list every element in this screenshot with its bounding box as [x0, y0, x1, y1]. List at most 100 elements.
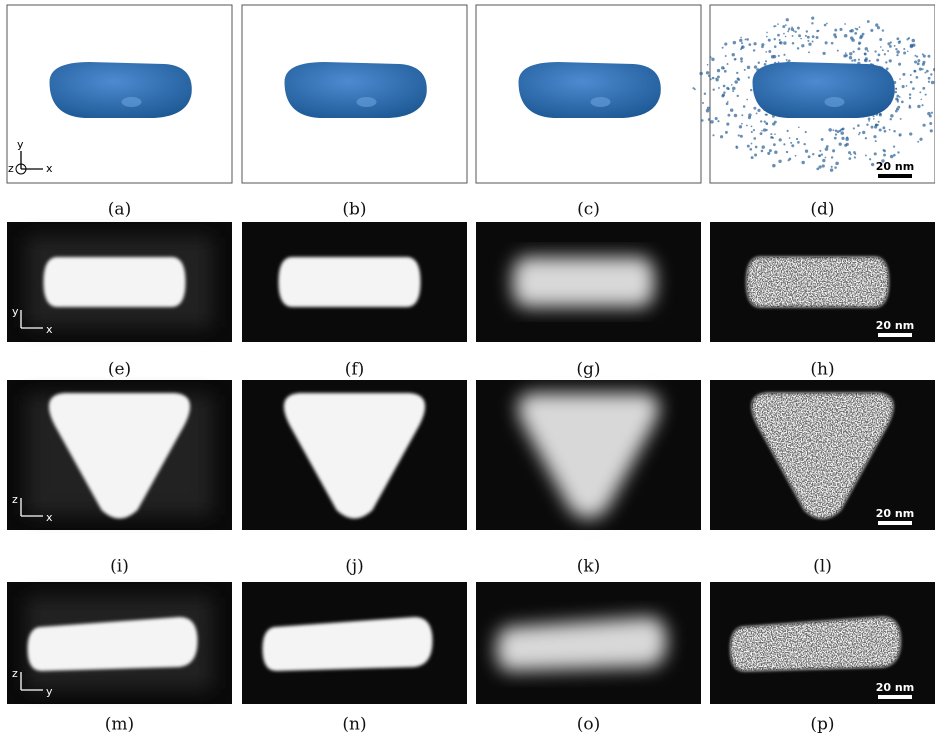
speckle [798, 34, 801, 37]
scale-bar-label: 20 nm [876, 681, 914, 694]
scale-bar [878, 695, 912, 699]
scale-bar-label: 20 nm [876, 319, 914, 332]
speckle [812, 153, 814, 155]
speckle [753, 42, 756, 45]
panel: (d)20 nm [692, 5, 935, 220]
speckle [702, 102, 704, 104]
speckle [910, 81, 913, 84]
speckle [896, 108, 899, 111]
speckle [738, 134, 740, 136]
speckle [893, 146, 895, 148]
scale-bar-label: 20 nm [876, 160, 914, 173]
panel-label: (c) [577, 200, 600, 220]
speckle [788, 59, 791, 62]
speckle [857, 124, 860, 127]
speckle [798, 126, 800, 128]
speckle [761, 43, 764, 46]
speckle [811, 22, 813, 24]
speckle [910, 45, 914, 49]
speckle [737, 77, 740, 80]
speckle [747, 66, 750, 69]
speckle [783, 41, 786, 44]
panel: (m)zy [7, 582, 232, 735]
speckle [777, 23, 779, 25]
speckle [921, 104, 923, 106]
speckle [825, 147, 829, 151]
speckle [774, 45, 777, 48]
panel: (l)20 nm [710, 380, 935, 577]
speckle [789, 137, 791, 139]
speckle [873, 115, 875, 117]
speckle [914, 60, 917, 63]
speckle [821, 138, 824, 141]
speckle [808, 155, 811, 158]
speckle [842, 127, 845, 130]
speckle [764, 121, 766, 123]
panel-label: (l) [813, 557, 832, 577]
speckle [884, 53, 886, 55]
speckle [791, 144, 794, 147]
speckle [864, 59, 866, 61]
speckle [744, 69, 746, 71]
speckle [765, 122, 768, 125]
speckle [922, 68, 924, 70]
speckle [727, 63, 729, 65]
speckle [869, 158, 871, 160]
speckle [871, 126, 874, 129]
speckle [883, 154, 886, 157]
speckle [834, 36, 837, 39]
speckle [718, 87, 720, 89]
speckle [751, 131, 753, 133]
speckle [852, 51, 854, 53]
speckle [877, 124, 879, 126]
speckle [896, 95, 899, 98]
speckle [917, 62, 920, 65]
speckle [739, 125, 742, 128]
speckle [837, 50, 839, 52]
speckle [760, 120, 762, 122]
speckle [749, 148, 752, 151]
speckle [779, 39, 781, 41]
speckle [864, 52, 867, 55]
speckle [765, 51, 767, 53]
speckle [924, 72, 926, 74]
speckle [772, 122, 775, 125]
speckle [787, 130, 789, 132]
speckle [735, 146, 738, 149]
speckle [746, 99, 748, 101]
speckle [914, 70, 917, 73]
axis-label: y [12, 305, 19, 318]
speckle [782, 25, 785, 28]
speckle [767, 152, 770, 155]
speckle [931, 112, 933, 114]
speckle [890, 155, 894, 159]
speckle [875, 23, 878, 26]
panel-label: (k) [577, 557, 601, 577]
speckle [805, 131, 807, 133]
axis-label: z [8, 162, 14, 175]
speckle [769, 149, 772, 152]
speckle [890, 118, 892, 120]
panel-label: (f) [345, 360, 365, 380]
speckle [909, 132, 912, 135]
speckle [899, 40, 901, 42]
speckle [745, 38, 747, 40]
speckle [727, 114, 730, 117]
speckle [859, 132, 861, 134]
speckle [853, 151, 856, 154]
speckle [895, 91, 897, 93]
speckle [915, 76, 918, 79]
speckle [699, 72, 703, 76]
speckle [786, 59, 788, 61]
speckle [889, 45, 892, 48]
speckle [854, 156, 856, 158]
speckle [917, 141, 919, 143]
speckle [928, 77, 931, 80]
speckle [777, 34, 780, 37]
speckle [778, 55, 780, 57]
speckle [764, 63, 767, 66]
highlight [357, 97, 377, 107]
highlight [591, 97, 611, 107]
speckle [750, 89, 752, 91]
speckle [740, 37, 742, 39]
